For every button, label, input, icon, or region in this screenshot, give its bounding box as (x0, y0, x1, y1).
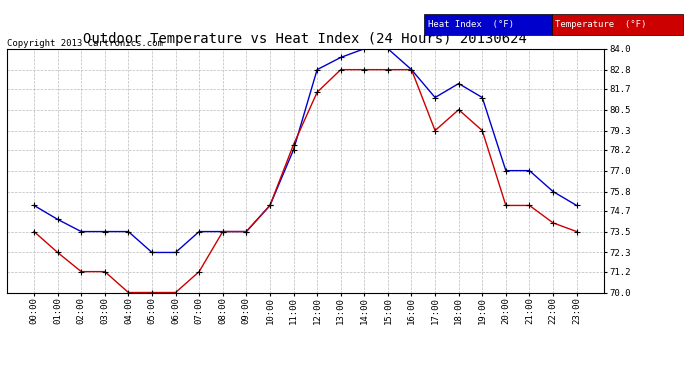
Text: Copyright 2013 Cartronics.com: Copyright 2013 Cartronics.com (7, 39, 163, 48)
Title: Outdoor Temperature vs Heat Index (24 Hours) 20130624: Outdoor Temperature vs Heat Index (24 Ho… (83, 32, 527, 46)
Text: Heat Index  (°F): Heat Index (°F) (428, 20, 514, 29)
Text: Temperature  (°F): Temperature (°F) (555, 20, 647, 29)
